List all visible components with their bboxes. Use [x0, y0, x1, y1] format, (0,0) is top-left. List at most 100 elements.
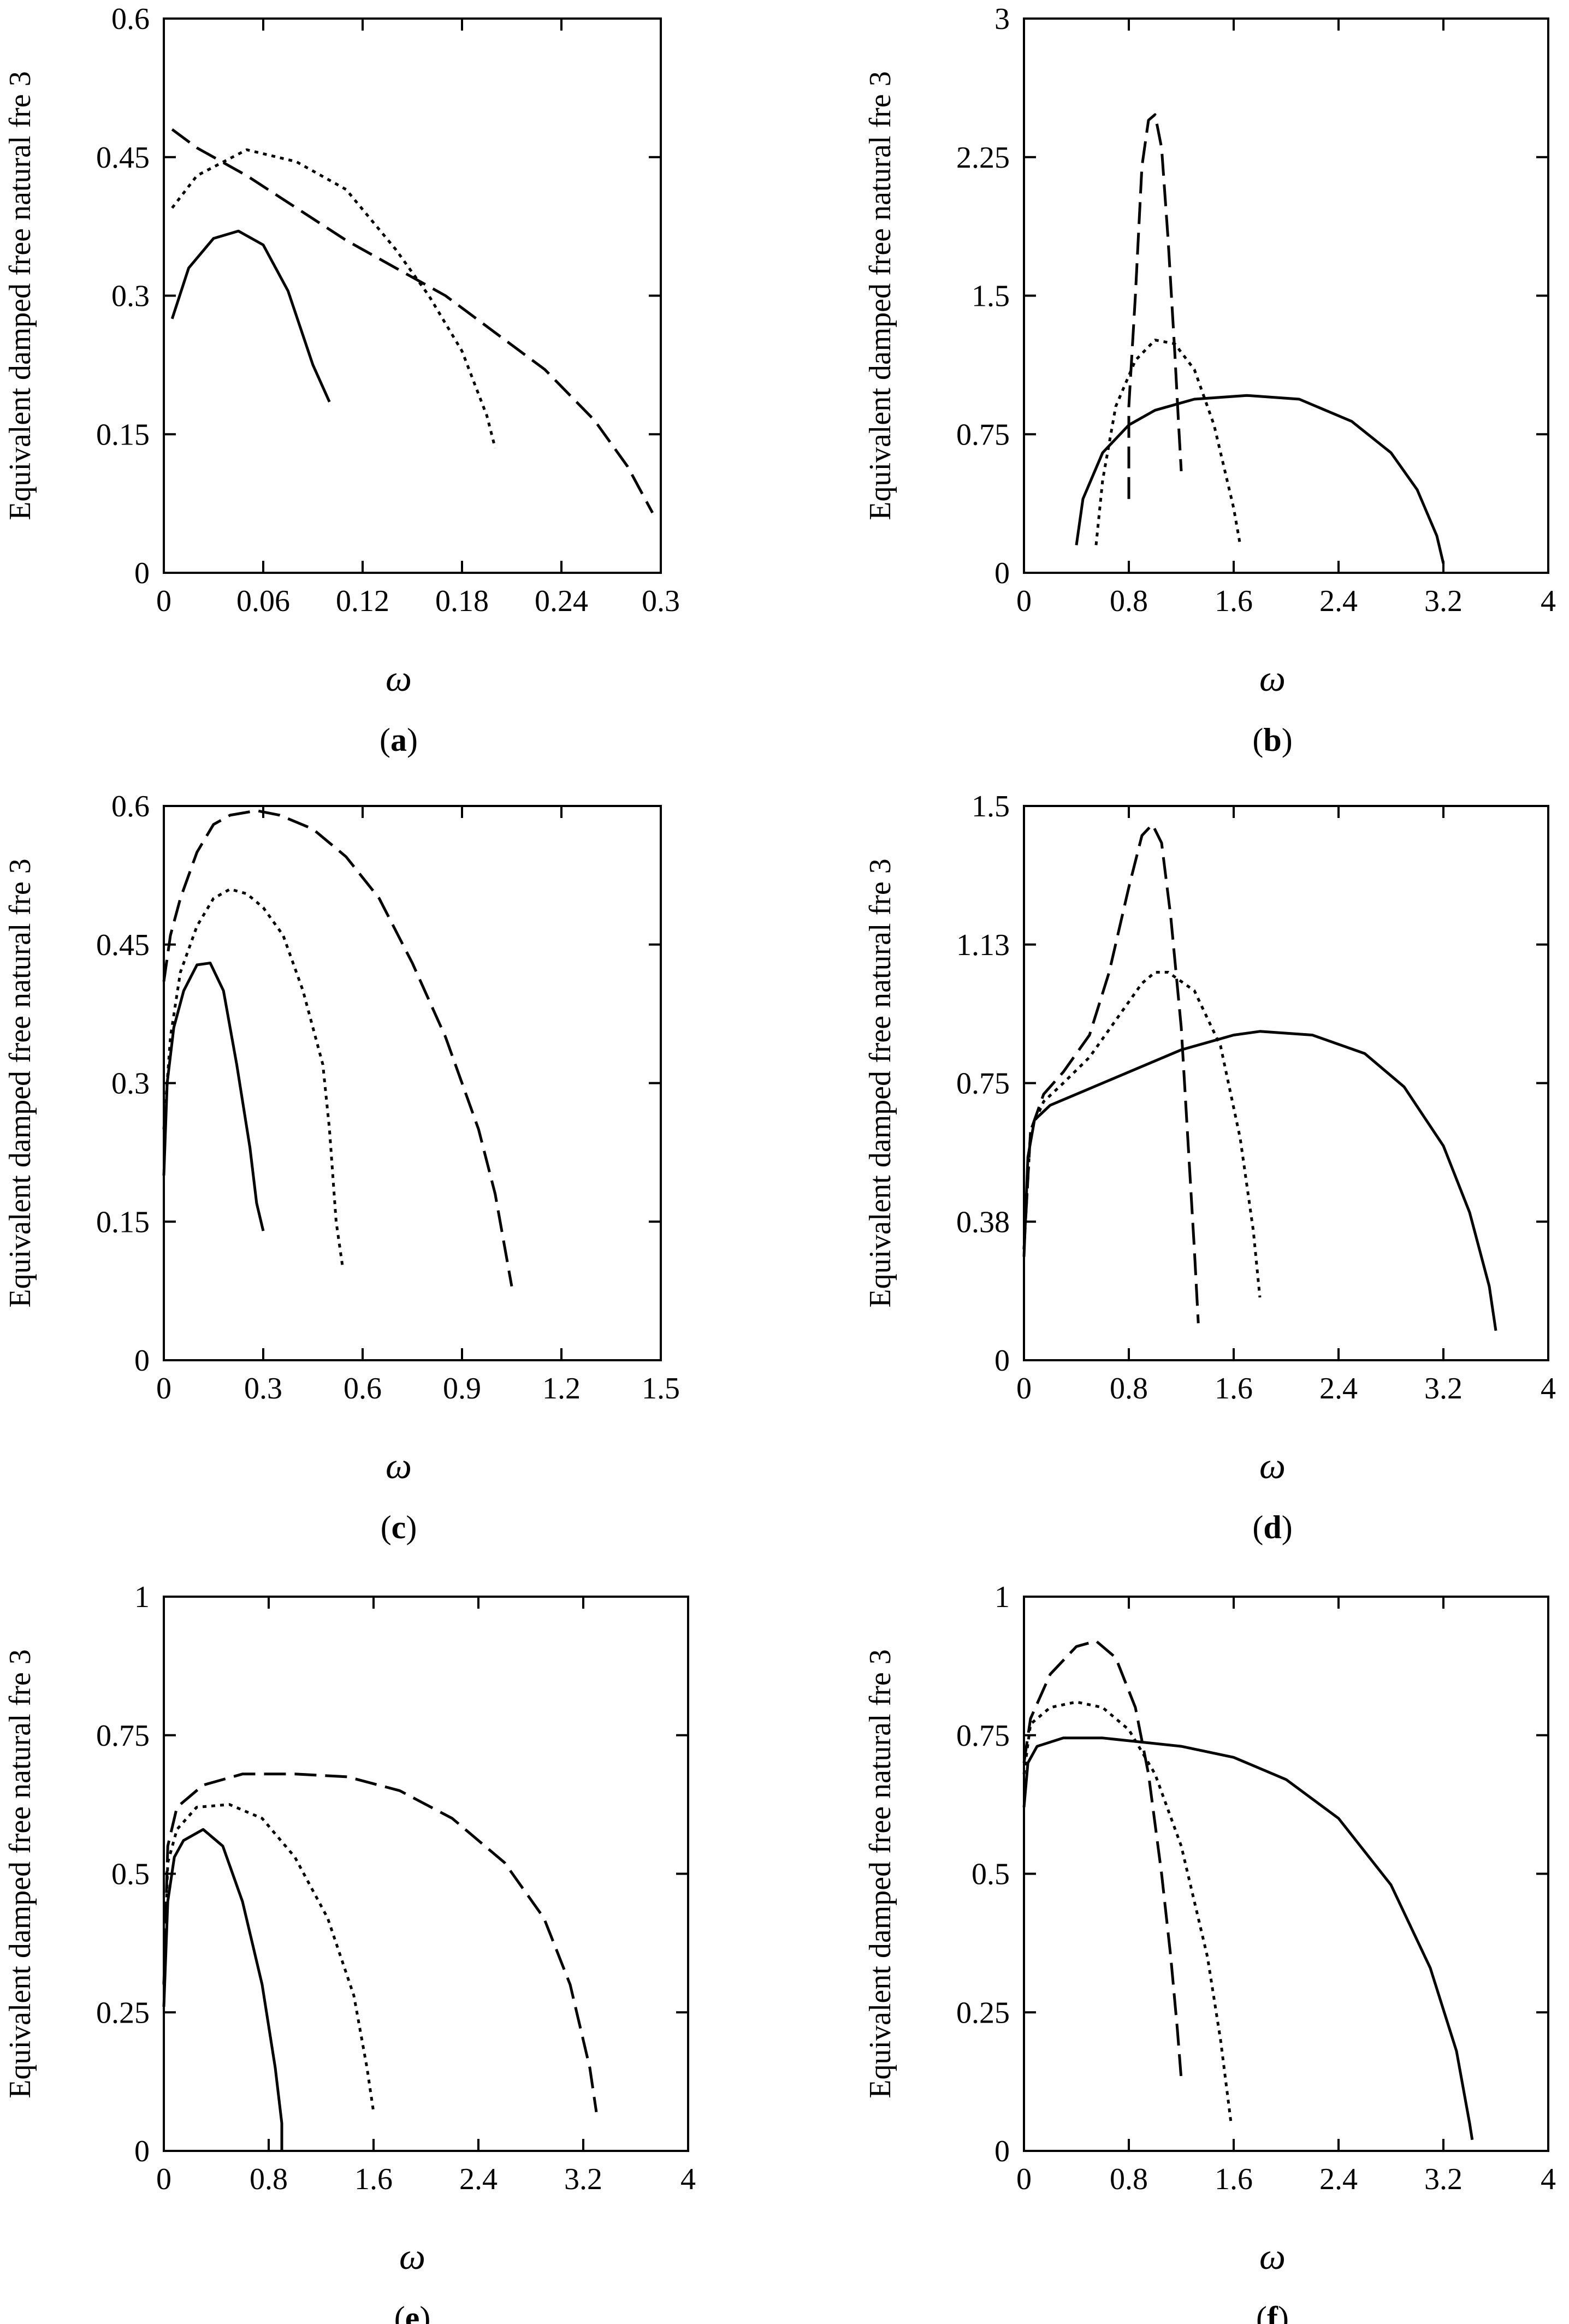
y-tick-label: 0	[134, 556, 150, 590]
series-line-dashed	[1127, 113, 1183, 499]
x-tick-label: 1.5	[642, 1372, 680, 1406]
x-tick-label: 0.8	[1110, 584, 1148, 618]
y-tick-label: 0.75	[956, 418, 1010, 452]
x-tick-label: 1.6	[354, 2162, 393, 2196]
chart-panel-b: 0 0.8 1.6 2.4 3.2 4 0 0.75 1.5 2.25 3 Equivalent da…	[863, 2, 1556, 758]
x-tick-label: 1.6	[1215, 584, 1253, 618]
x-tick-label: 2.4	[1319, 2162, 1358, 2196]
y-tick-label: 0	[134, 2135, 150, 2168]
x-tick-label: 2.4	[1319, 584, 1358, 618]
x-tick-label: 0	[156, 584, 171, 618]
x-tick-label: 0	[1016, 584, 1032, 618]
x-axis-label: ω	[1259, 2236, 1286, 2277]
series-line-dashed	[162, 809, 513, 1287]
x-tick-label: 0.18	[435, 584, 489, 618]
x-tick-label: 3.2	[1424, 2162, 1463, 2196]
x-tick-label: 4	[1541, 2162, 1556, 2196]
series-line-dashed	[162, 1772, 598, 2113]
series-line-dashed	[1022, 1639, 1183, 2079]
y-tick-label: 0.15	[96, 1205, 150, 1239]
y-tick-label: 0.25	[956, 1996, 1010, 2030]
plot-frame	[163, 1596, 689, 2152]
y-axis-label: Equivalent damped free natural fre 3	[863, 71, 897, 520]
y-tick-label: 0.75	[956, 1067, 1010, 1101]
y-axis-label: Equivalent damped free natural fre 3	[3, 1649, 37, 2098]
series-line-dashed	[1022, 823, 1200, 1324]
x-tick-label: 1.6	[1215, 2162, 1253, 2196]
plot-frame	[163, 17, 662, 574]
y-tick-label: 0	[994, 2135, 1010, 2168]
x-tick-label: 0.6	[344, 1372, 382, 1406]
x-tick-label: 0	[1016, 2162, 1032, 2196]
y-tick-label: 0	[994, 556, 1010, 590]
x-tick-label: 4	[1541, 584, 1556, 618]
x-tick-label: 0.12	[336, 584, 389, 618]
x-tick-label: 4	[1541, 1372, 1556, 1406]
series-line-solid	[1022, 1030, 1497, 1331]
x-tick-label: 4	[680, 2162, 696, 2196]
y-tick-label: 0.25	[96, 1996, 150, 2030]
y-tick-label: 0	[994, 1344, 1010, 1378]
x-axis-label: ω	[1259, 657, 1286, 699]
series-line-solid	[1075, 394, 1445, 564]
x-tick-label: 2.4	[1319, 1372, 1358, 1406]
panel-caption: (d)	[1252, 1509, 1292, 1545]
y-tick-label: 0.5	[972, 1858, 1010, 1892]
y-axis-label: Equivalent damped free natural fre 3	[3, 858, 37, 1308]
x-tick-label: 3.2	[564, 2162, 602, 2196]
x-tick-label: 0.8	[250, 2162, 288, 2196]
y-tick-label: 0.6	[111, 2, 150, 36]
series-line-solid	[162, 1828, 283, 2151]
x-tick-label: 1.2	[542, 1372, 581, 1406]
y-tick-label: 3	[994, 2, 1010, 36]
series-line-dotted	[1022, 1700, 1233, 2124]
y-tick-label: 1.13	[956, 928, 1010, 962]
chart-panel-f: 0 0.8 1.6 2.4 3.2 4 0 0.25 0.5 0.75 1 Equivalent da…	[863, 1580, 1556, 2324]
series-line-solid	[1022, 1736, 1474, 2141]
x-tick-label: 2.4	[459, 2162, 498, 2196]
x-tick-label: 0.9	[443, 1372, 481, 1406]
panel-caption: (a)	[380, 722, 418, 758]
x-axis-label: ω	[386, 1445, 412, 1486]
x-tick-label: 1.6	[1215, 1372, 1253, 1406]
x-tick-label: 0.06	[236, 584, 290, 618]
series-line-dotted	[1022, 971, 1262, 1298]
y-tick-label: 0.45	[96, 141, 150, 175]
x-axis-label: ω	[386, 657, 412, 699]
y-tick-label: 0.45	[96, 928, 150, 962]
panel-caption: (b)	[1252, 722, 1292, 758]
x-tick-label: 0.8	[1110, 1372, 1148, 1406]
series-line-dotted	[162, 1803, 375, 2113]
y-tick-label: 2.25	[956, 141, 1010, 175]
series-line-solid	[170, 229, 331, 403]
series-line-dashed	[171, 128, 654, 514]
y-tick-label: 0.6	[111, 790, 150, 823]
y-tick-label: 1.5	[972, 280, 1010, 313]
y-tick-label: 0.75	[96, 1719, 150, 1753]
chart-panel-d: 0 0.8 1.6 2.4 3.2 4 0 0.38 0.75 1.13 1.5 Equivalent…	[863, 790, 1556, 1545]
x-tick-label: 0	[1016, 1372, 1032, 1406]
y-axis-label: Equivalent damped free natural fre 3	[3, 71, 37, 520]
y-tick-label: 0.3	[111, 1067, 150, 1101]
chart-panel-e: 0 0.8 1.6 2.4 3.2 4 0 0.25 0.5 0.75 1 Equivalent da…	[3, 1580, 696, 2324]
y-tick-label: 1	[994, 1580, 1010, 1614]
y-tick-label: 1	[134, 1580, 150, 1614]
y-tick-label: 0	[134, 1344, 150, 1378]
y-tick-label: 1.5	[972, 790, 1010, 823]
chart-panel-c: 0 0.3 0.6 0.9 1.2 1.5 0 0.15 0.3 0.45 0.6 Equivalen…	[3, 790, 680, 1545]
y-tick-label: 0.3	[111, 280, 150, 313]
panel-caption: (f)	[1256, 2300, 1289, 2324]
y-tick-label: 0.5	[111, 1858, 150, 1892]
x-tick-label: 0.3	[244, 1372, 282, 1406]
x-axis-label: ω	[399, 2236, 425, 2277]
x-axis-label: ω	[1259, 1445, 1286, 1486]
panel-caption: (e)	[394, 2300, 431, 2324]
x-tick-label: 3.2	[1424, 584, 1463, 618]
plot-frame	[1023, 1596, 1549, 2152]
series-line-solid	[162, 962, 265, 1231]
x-tick-label: 0	[156, 2162, 171, 2196]
panel-caption: (c)	[381, 1509, 417, 1545]
series-line-dotted	[171, 148, 497, 449]
y-axis-label: Equivalent damped free natural fre 3	[863, 858, 897, 1308]
